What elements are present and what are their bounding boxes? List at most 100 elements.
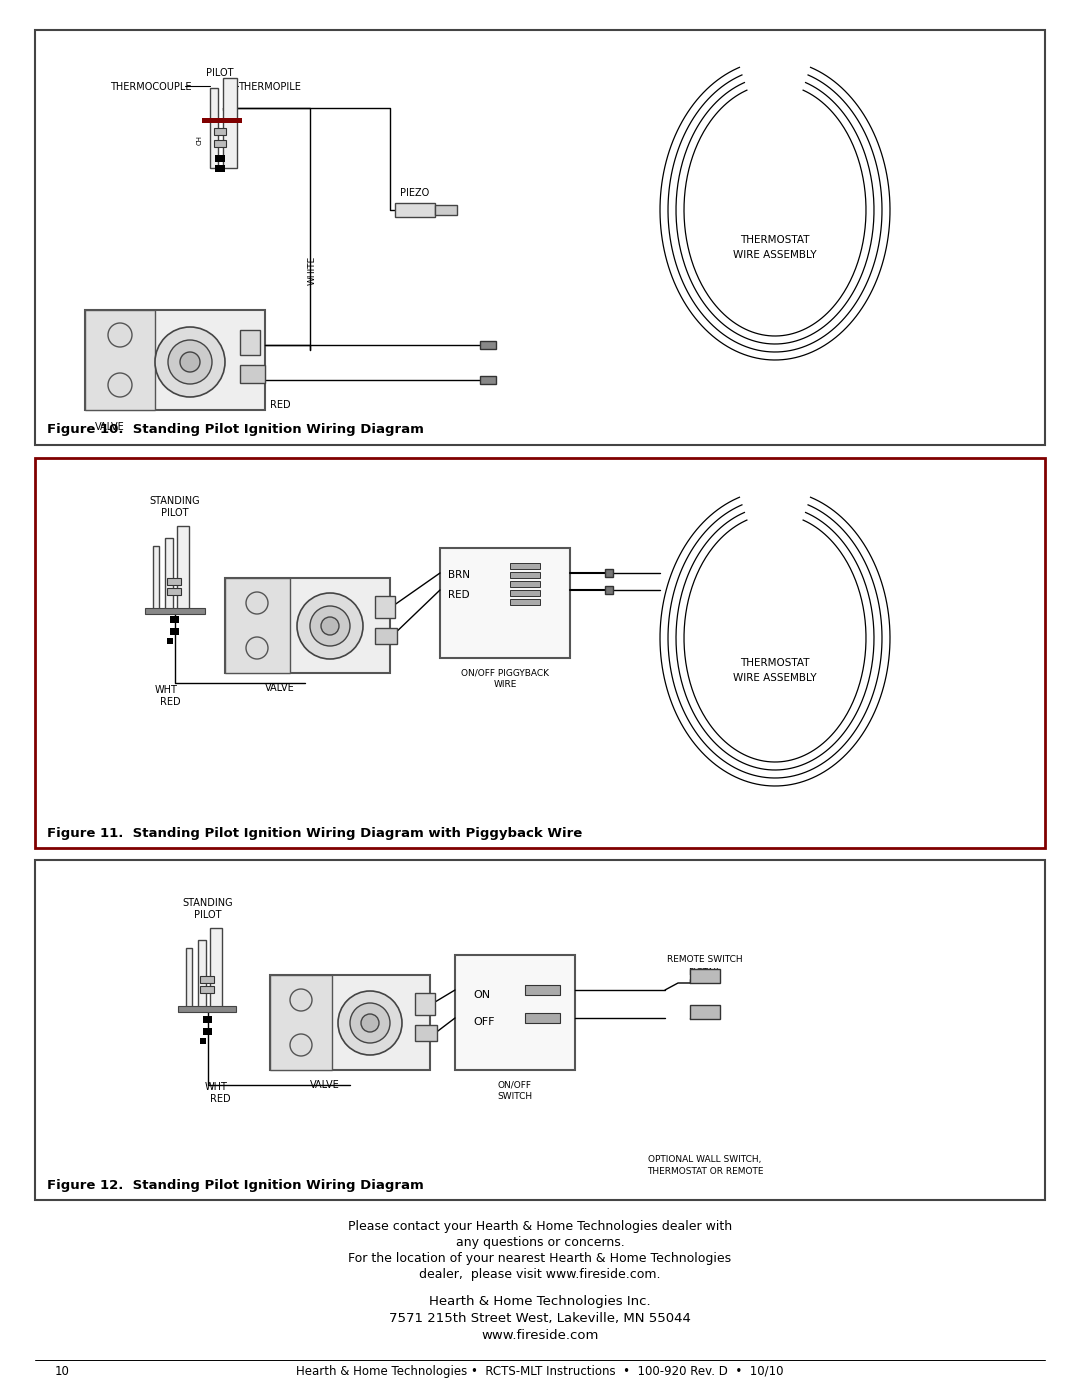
Text: OPTIONAL WALL SWITCH,: OPTIONAL WALL SWITCH, bbox=[648, 1155, 761, 1164]
Text: RED: RED bbox=[448, 590, 470, 599]
Bar bbox=[167, 578, 181, 585]
Circle shape bbox=[310, 606, 350, 645]
Bar bbox=[198, 940, 206, 1010]
Bar bbox=[525, 985, 561, 995]
Bar bbox=[415, 993, 435, 1016]
Bar bbox=[225, 578, 390, 673]
Bar bbox=[375, 629, 397, 644]
Bar bbox=[153, 546, 159, 610]
Bar bbox=[215, 155, 225, 162]
Text: PILOT: PILOT bbox=[194, 909, 221, 921]
Circle shape bbox=[108, 323, 132, 346]
Text: PIEZO: PIEZO bbox=[401, 189, 430, 198]
Bar bbox=[165, 538, 173, 613]
Bar bbox=[375, 597, 395, 617]
Text: WIRE ASSEMBLY: WIRE ASSEMBLY bbox=[733, 673, 816, 683]
Circle shape bbox=[291, 1034, 312, 1056]
Circle shape bbox=[361, 1014, 379, 1032]
Text: OFF: OFF bbox=[473, 1017, 495, 1027]
Bar bbox=[178, 1006, 237, 1011]
Bar bbox=[167, 638, 173, 644]
Text: THERMOPILE: THERMOPILE bbox=[238, 82, 301, 92]
Text: VALVE: VALVE bbox=[310, 1080, 340, 1090]
Text: VALVE: VALVE bbox=[95, 422, 125, 432]
Text: www.fireside.com: www.fireside.com bbox=[482, 1329, 598, 1343]
Bar bbox=[480, 341, 496, 349]
Bar bbox=[186, 949, 192, 1009]
Bar bbox=[435, 205, 457, 215]
Bar bbox=[214, 140, 226, 147]
Bar bbox=[605, 585, 613, 594]
Text: STANDING: STANDING bbox=[183, 898, 233, 908]
Text: VALVE: VALVE bbox=[265, 683, 295, 693]
Text: any questions or concerns.: any questions or concerns. bbox=[456, 1236, 624, 1249]
Circle shape bbox=[321, 617, 339, 636]
Text: Figure 11.  Standing Pilot Ignition Wiring Diagram with Piggyback Wire: Figure 11. Standing Pilot Ignition Wirin… bbox=[48, 827, 582, 840]
Bar bbox=[214, 129, 226, 136]
Bar bbox=[270, 975, 430, 1070]
Bar bbox=[170, 616, 179, 623]
Bar bbox=[240, 365, 265, 383]
Text: WHITE: WHITE bbox=[308, 256, 316, 285]
Bar bbox=[170, 629, 179, 636]
Bar bbox=[270, 975, 332, 1070]
Text: RED: RED bbox=[270, 400, 291, 409]
Bar bbox=[210, 928, 222, 1009]
Text: ON/OFF: ON/OFF bbox=[498, 1080, 532, 1090]
Bar bbox=[215, 165, 225, 172]
Circle shape bbox=[156, 327, 225, 397]
Bar bbox=[525, 1013, 561, 1023]
Bar bbox=[605, 569, 613, 577]
Text: WIRE: WIRE bbox=[494, 680, 516, 689]
Text: REMOTE SWITCH: REMOTE SWITCH bbox=[667, 956, 743, 964]
Text: 7571 215th Street West, Lakeville, MN 55044: 7571 215th Street West, Lakeville, MN 55… bbox=[389, 1312, 691, 1324]
Text: SWITCH: SWITCH bbox=[498, 1092, 532, 1101]
Text: Hearth & Home Technologies •  RCTS-MLT Instructions  •  100-920 Rev. D  •  10/10: Hearth & Home Technologies • RCTS-MLT In… bbox=[296, 1365, 784, 1377]
Circle shape bbox=[246, 592, 268, 615]
Text: PILOT: PILOT bbox=[206, 68, 233, 78]
Bar bbox=[440, 548, 570, 658]
Circle shape bbox=[180, 352, 200, 372]
Text: WHT: WHT bbox=[156, 685, 178, 694]
Text: THERMOSTAT OR REMOTE: THERMOSTAT OR REMOTE bbox=[647, 1166, 764, 1176]
Bar bbox=[690, 970, 720, 983]
Text: WHT: WHT bbox=[205, 1083, 228, 1092]
Bar bbox=[200, 986, 214, 993]
Bar bbox=[203, 1016, 212, 1023]
Text: PIGTAIL: PIGTAIL bbox=[689, 968, 721, 977]
Bar bbox=[203, 1028, 212, 1035]
Circle shape bbox=[297, 592, 363, 659]
Bar bbox=[35, 861, 1045, 1200]
Bar bbox=[222, 78, 237, 168]
Circle shape bbox=[338, 990, 402, 1055]
Bar bbox=[510, 563, 540, 569]
Text: ON/OFF PIGGYBACK: ON/OFF PIGGYBACK bbox=[461, 668, 549, 678]
Text: Figure 12.  Standing Pilot Ignition Wiring Diagram: Figure 12. Standing Pilot Ignition Wirin… bbox=[48, 1179, 423, 1192]
Bar bbox=[395, 203, 435, 217]
Bar bbox=[225, 578, 291, 673]
Bar bbox=[200, 977, 214, 983]
Text: 10: 10 bbox=[55, 1365, 70, 1377]
Bar bbox=[85, 310, 265, 409]
Text: WIRE ASSEMBLY: WIRE ASSEMBLY bbox=[733, 250, 816, 260]
Text: THERMOSTAT: THERMOSTAT bbox=[740, 235, 810, 244]
Text: RED: RED bbox=[210, 1094, 231, 1104]
Bar bbox=[455, 956, 575, 1070]
Bar bbox=[510, 571, 540, 578]
Text: BRN: BRN bbox=[448, 570, 470, 580]
Text: THERMOCOUPLE: THERMOCOUPLE bbox=[110, 82, 191, 92]
Bar bbox=[510, 590, 540, 597]
Text: Figure 10.  Standing Pilot Ignition Wiring Diagram: Figure 10. Standing Pilot Ignition Wirin… bbox=[48, 423, 423, 436]
Bar bbox=[145, 608, 205, 615]
Text: STANDING: STANDING bbox=[150, 496, 200, 506]
Bar bbox=[510, 581, 540, 587]
Bar bbox=[690, 1004, 720, 1018]
Circle shape bbox=[246, 637, 268, 659]
Circle shape bbox=[350, 1003, 390, 1044]
Bar bbox=[35, 458, 1045, 848]
Text: Hearth & Home Technologies Inc.: Hearth & Home Technologies Inc. bbox=[429, 1295, 651, 1308]
Circle shape bbox=[291, 989, 312, 1011]
Circle shape bbox=[168, 339, 212, 384]
Text: For the location of your nearest Hearth & Home Technologies: For the location of your nearest Hearth … bbox=[349, 1252, 731, 1266]
Text: CH: CH bbox=[197, 136, 203, 145]
